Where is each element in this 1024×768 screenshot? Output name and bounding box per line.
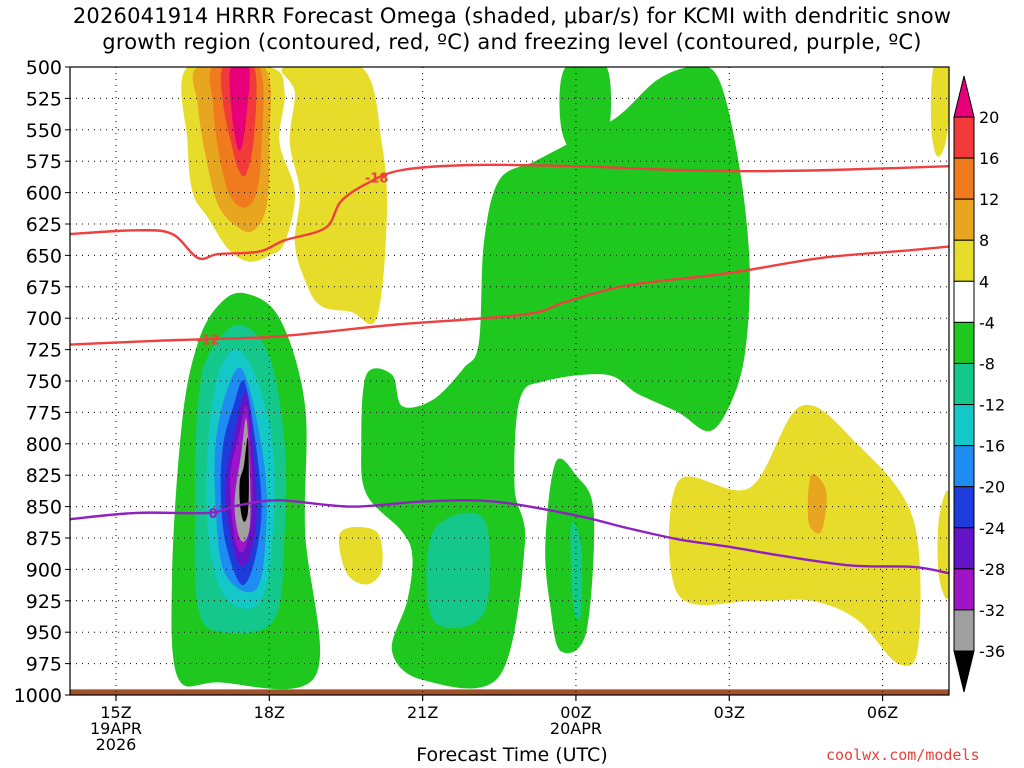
colorbar-label-5: -4 <box>979 313 995 332</box>
colorbar-bin-7 <box>953 362 975 406</box>
credit-text: coolwx.com/models <box>826 746 980 764</box>
colorbar-bottom-arrow <box>953 650 975 693</box>
chart-title-line-2: growth region (contoured, red, ºC) and f… <box>102 30 922 54</box>
colorbar-label-10: -24 <box>979 519 1005 538</box>
dendritic-growth-bottom-line <box>70 245 949 346</box>
dendritic-growth-top-label: -18 <box>365 172 389 187</box>
x-tick-label-00Z: 00Z <box>560 703 591 722</box>
x-tick-label-15Z: 15Z <box>100 703 131 722</box>
colorbar: 20 16 12 8 4 -4 -8 -12 -16 -20 -24 -28 -32 -36 <box>953 75 1005 693</box>
omega-shading <box>171 67 949 690</box>
colorbar-bin-5 <box>953 280 975 323</box>
colorbar-bin-1 <box>953 116 975 159</box>
y-tick-label-650: 650 <box>26 245 62 267</box>
x-tick-label-06Z: 06Z <box>867 703 898 722</box>
dendritic-growth-bottom-label: -12 <box>196 334 220 349</box>
colorbar-label-4: 4 <box>979 272 989 291</box>
colorbar-bin-4 <box>953 239 975 282</box>
colorbar-top-arrow <box>953 75 975 118</box>
pressure-axis: 500 525 550 575 600 625 650 675 700 725 750 775 800 8… <box>14 57 70 707</box>
y-tick-label-500: 500 <box>26 57 62 79</box>
colorbar-label-0: 20 <box>979 108 999 127</box>
x-tick-label-18Z: 18Z <box>254 703 285 722</box>
y-tick-label-775: 775 <box>26 402 62 424</box>
y-tick-label-750: 750 <box>26 371 62 393</box>
colorbar-bin-8 <box>953 404 975 447</box>
colorbar-label-1: 16 <box>979 149 999 168</box>
x-tick-label-21Z: 21Z <box>407 703 438 722</box>
dendritic-growth-top-line <box>70 163 949 261</box>
colorbar-label-11: -28 <box>979 560 1005 579</box>
y-tick-label-975: 975 <box>26 654 62 676</box>
colorbar-label-13: -36 <box>979 642 1005 661</box>
y-tick-label-875: 875 <box>26 528 62 550</box>
omega-region-16 <box>570 521 583 620</box>
omega-region-15 <box>426 512 491 629</box>
x-tick-date-15Z: 19APR <box>90 719 142 738</box>
x-axis-label: Forecast Time (UTC) <box>416 744 608 766</box>
x-tick-label-03Z: 03Z <box>714 703 745 722</box>
surface-band <box>70 689 949 695</box>
y-tick-label-900: 900 <box>26 559 62 581</box>
colorbar-label-8: -16 <box>979 437 1005 456</box>
omega-region-9 <box>338 526 383 585</box>
omega-region-6 <box>930 67 949 157</box>
colorbar-label-3: 8 <box>979 231 989 250</box>
omega-region-24 <box>239 437 249 522</box>
omega-region-7 <box>668 404 921 666</box>
temperature-contours: -18 -12 0 <box>70 163 949 575</box>
freezing-level-line <box>70 499 949 575</box>
colorbar-bin-12 <box>953 568 975 611</box>
colorbar-bin-2 <box>953 157 975 200</box>
colorbar-bin-11 <box>953 527 975 570</box>
y-tick-label-1000: 1000 <box>14 685 62 707</box>
colorbar-bin-3 <box>953 198 975 241</box>
y-tick-label-575: 575 <box>26 151 62 173</box>
colorbar-label-7: -12 <box>979 396 1005 415</box>
x-tick-year-15Z: 2026 <box>96 735 137 754</box>
y-tick-label-925: 925 <box>26 591 62 613</box>
y-tick-label-850: 850 <box>26 497 62 519</box>
colorbar-label-9: -20 <box>979 478 1005 497</box>
y-tick-label-725: 725 <box>26 340 62 362</box>
colorbar-bin-13 <box>953 609 975 652</box>
y-tick-label-525: 525 <box>26 88 62 110</box>
omega-region-8 <box>937 490 949 600</box>
omega-region-13 <box>545 458 595 654</box>
x-tick-date-00Z: 20APR <box>550 719 602 738</box>
colorbar-bin-10 <box>953 486 975 529</box>
y-tick-label-550: 550 <box>26 120 62 142</box>
omega-region-14 <box>559 67 612 157</box>
omega-region-10 <box>807 474 827 534</box>
grid-lines <box>70 67 949 695</box>
y-tick-label-800: 800 <box>26 434 62 456</box>
colorbar-label-2: 12 <box>979 190 999 209</box>
colorbar-bin-6 <box>953 321 975 364</box>
ground-surface <box>70 689 949 695</box>
y-tick-label-825: 825 <box>26 465 62 487</box>
chart-title-line-1: 2026041914 HRRR Forecast Omega (shaded, … <box>72 4 952 28</box>
omega-region-1 <box>281 67 388 325</box>
colorbar-label-12: -32 <box>979 601 1005 620</box>
y-tick-label-950: 950 <box>26 622 62 644</box>
colorbar-bin-9 <box>953 445 975 488</box>
y-tick-label-675: 675 <box>26 277 62 299</box>
colorbar-label-6: -8 <box>979 354 995 373</box>
freezing-level-label: 0 <box>209 507 218 522</box>
y-tick-label-700: 700 <box>26 308 62 330</box>
y-tick-label-600: 600 <box>26 183 62 205</box>
y-tick-label-625: 625 <box>26 214 62 236</box>
